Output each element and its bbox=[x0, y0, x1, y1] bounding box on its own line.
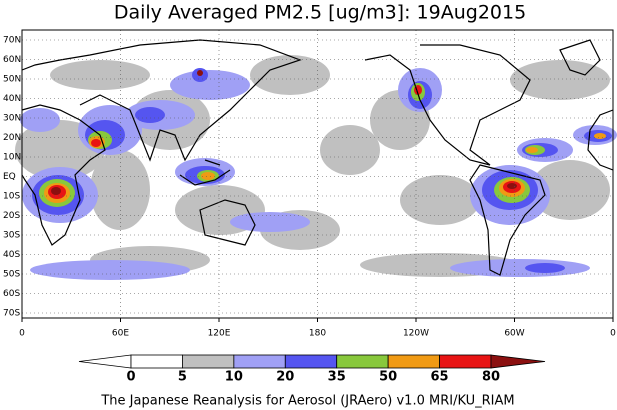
colorbar-label: 10 bbox=[225, 370, 243, 385]
colorbar-arrow bbox=[490, 354, 546, 369]
coastlines bbox=[21, 39, 614, 276]
lat-label: EQ bbox=[3, 172, 16, 182]
lat-label: 10N bbox=[3, 153, 21, 163]
axis-labels: 70N 60N 50N 40N 30N 20N 10N EQ 10S 20S 30S 40S 50S 60… bbox=[3, 36, 616, 339]
grid bbox=[22, 30, 613, 318]
lat-label: 40S bbox=[3, 250, 20, 260]
lat-label: 70S bbox=[3, 309, 20, 319]
colorbar-segment bbox=[182, 354, 235, 369]
lat-label: 30S bbox=[3, 231, 20, 241]
colorbar-segment bbox=[336, 354, 389, 369]
footer: The Japanese Reanalysis for Aerosol (JRA… bbox=[100, 394, 514, 409]
colorbar: 0 5 10 20 35 50 65 80 bbox=[78, 354, 546, 385]
lat-label: 30N bbox=[3, 114, 21, 124]
colorbar-label: 5 bbox=[178, 370, 187, 385]
lat-label: 70N bbox=[3, 36, 21, 46]
lat-label: 10S bbox=[3, 192, 20, 202]
lat-label: 60S bbox=[3, 289, 20, 299]
colorbar-label: 80 bbox=[482, 370, 500, 385]
lat-label: 50S bbox=[3, 270, 20, 280]
lon-label: 180 bbox=[309, 329, 326, 339]
lat-label: 20S bbox=[3, 211, 20, 221]
colorbar-segment bbox=[130, 354, 183, 369]
colorbar-segment bbox=[233, 354, 286, 369]
title: Daily Averaged PM2.5 [ug/m3]: 19Aug2015 bbox=[114, 2, 526, 24]
colorbar-label: 0 bbox=[126, 370, 135, 385]
lon-label: 0 bbox=[19, 329, 25, 339]
lon-label: 60W bbox=[504, 329, 524, 339]
lon-label: 120W bbox=[403, 329, 429, 339]
colorbar-label: 35 bbox=[328, 370, 346, 385]
colorbar-segment bbox=[439, 354, 492, 369]
colorbar-label: 20 bbox=[276, 370, 294, 385]
lat-label: 20N bbox=[3, 133, 21, 143]
lon-label: 60E bbox=[112, 329, 129, 339]
colorbar-label: 65 bbox=[431, 370, 449, 385]
map bbox=[15, 29, 617, 319]
lat-label: 50N bbox=[3, 75, 21, 85]
lat-label: 40N bbox=[3, 94, 21, 104]
lon-label: 120E bbox=[208, 329, 231, 339]
colorbar-segment bbox=[284, 354, 338, 369]
lon-label: 0 bbox=[610, 329, 616, 339]
lat-label: 60N bbox=[3, 55, 21, 65]
colorbar-arrow bbox=[78, 354, 132, 369]
colorbar-segment bbox=[387, 354, 440, 369]
colorbar-label: 50 bbox=[379, 370, 397, 385]
